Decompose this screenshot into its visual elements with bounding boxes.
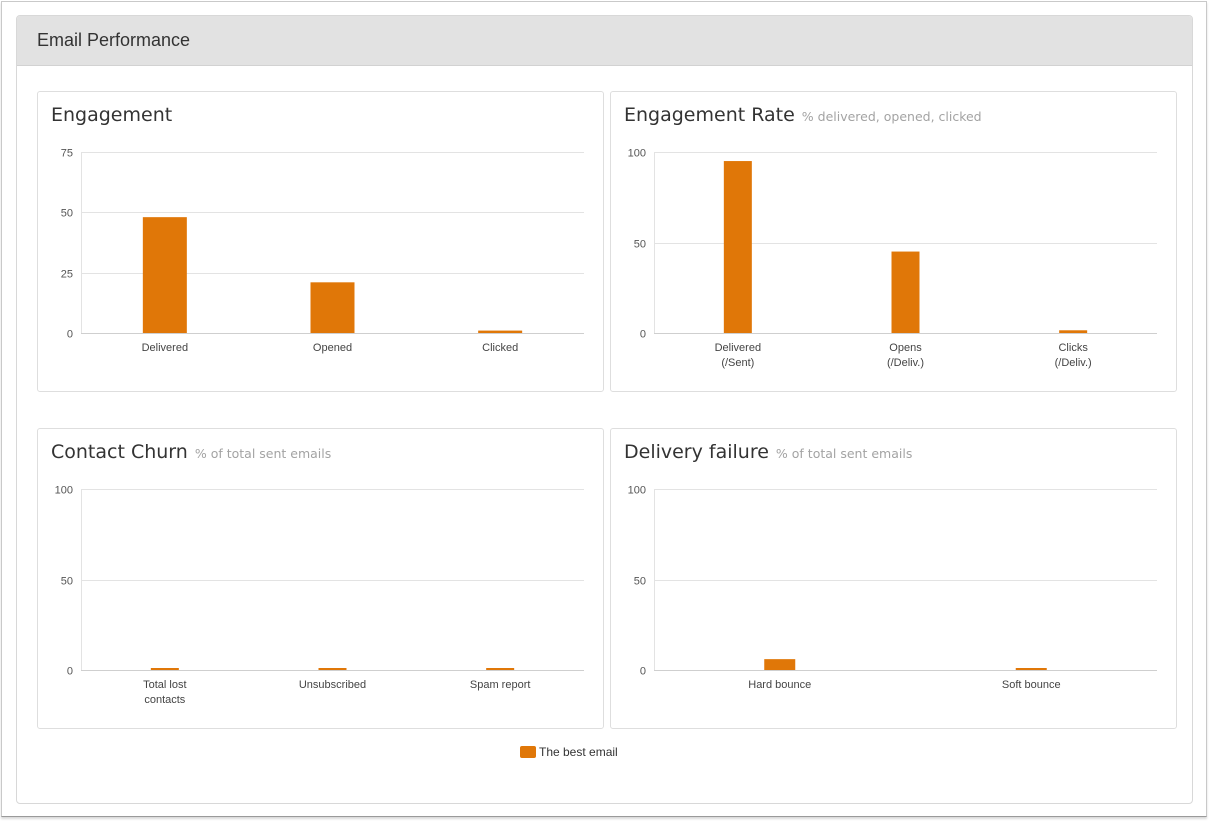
legend-label: The best email — [539, 745, 618, 759]
y-tick-label: 0 — [640, 329, 646, 341]
x-tick-label-line: (/Deliv.) — [887, 357, 924, 369]
bar[interactable] — [142, 217, 187, 333]
panel-header: Email Performance — [17, 16, 1192, 66]
x-tick-label-line: contacts — [144, 694, 185, 706]
bar[interactable] — [310, 282, 355, 333]
x-tick-label-line: Clicks — [1058, 342, 1088, 354]
chart-title-text: Delivery failure — [624, 441, 769, 463]
x-tick-label: Clicks (/Deliv.) — [1055, 342, 1092, 369]
contact-churn-chart-card: Contact Churn % of total sent emails 100 5… — [37, 428, 604, 729]
y-tick-label: 100 — [628, 148, 646, 160]
y-tick-label: 0 — [67, 329, 73, 341]
bar[interactable] — [764, 659, 796, 670]
y-tick-label: 0 — [640, 666, 646, 678]
y-tick-label: 50 — [634, 239, 646, 251]
x-tick-label: Delivered (/Sent) — [715, 342, 761, 369]
x-tick-label: Spam report — [470, 679, 531, 691]
bar[interactable] — [486, 668, 515, 670]
chart-title: Delivery failure % of total sent emails — [624, 441, 912, 463]
y-tick-label: 100 — [55, 485, 73, 497]
engagement-chart-card: Engagement 75 50 25 0 Delivered Opened Clicked — [37, 91, 604, 392]
x-tick-label-line: (/Sent) — [721, 357, 754, 369]
contact-churn-chart: 100 50 0 Total lost contacts Unsubscribed Spam… — [55, 485, 584, 706]
chart-title-text: Contact Churn — [51, 441, 188, 463]
y-tick-label: 50 — [61, 208, 73, 220]
x-tick-label-line: Unsubscribed — [299, 679, 366, 691]
x-tick-label-line: Clicked — [482, 342, 518, 354]
y-tick-label: 50 — [634, 576, 646, 588]
bar[interactable] — [1015, 668, 1047, 670]
chart-title-text: Engagement — [51, 104, 173, 126]
chart-title: Contact Churn % of total sent emails — [51, 441, 331, 463]
chart-subtitle: % of total sent emails — [194, 446, 332, 461]
x-tick-label-line: Hard bounce — [748, 679, 811, 691]
x-tick-label-line: Total lost — [143, 679, 186, 691]
engagement-rate-chart-card: Engagement Rate % delivered, opened, clic… — [610, 91, 1177, 392]
y-tick-label: 0 — [67, 666, 73, 678]
chart-subtitle: % delivered, opened, clicked — [801, 109, 982, 124]
bar[interactable] — [318, 668, 347, 670]
engagement-chart: 75 50 25 0 Delivered Opened Clicked — [61, 148, 584, 354]
delivery-failure-chart-card: Delivery failure % of total sent emails 1… — [610, 428, 1177, 729]
x-tick-label-line: (/Deliv.) — [1055, 357, 1092, 369]
chart-title: Engagement — [51, 104, 179, 126]
bar[interactable] — [723, 161, 752, 333]
bar[interactable] — [150, 668, 179, 670]
x-tick-label-line: Opened — [313, 342, 352, 354]
bar[interactable] — [478, 330, 523, 333]
y-tick-label: 25 — [61, 269, 73, 281]
chart-legend[interactable]: The best email — [520, 745, 618, 759]
delivery-failure-chart: 100 50 0 Hard bounce Soft bounce — [628, 485, 1157, 691]
bar[interactable] — [1059, 330, 1088, 333]
x-tick-label-line: Spam report — [470, 679, 531, 691]
x-tick-label: Clicked — [482, 342, 518, 354]
panel-title: Email Performance — [37, 30, 191, 50]
chart-title: Engagement Rate % delivered, opened, clic… — [624, 104, 982, 126]
x-tick-label: Delivered — [142, 342, 188, 354]
x-tick-label: Opened — [313, 342, 352, 354]
x-tick-label: Opens (/Deliv.) — [887, 342, 924, 369]
chart-subtitle: % of total sent emails — [775, 446, 913, 461]
x-tick-label-line: Delivered — [142, 342, 188, 354]
bar[interactable] — [891, 251, 920, 333]
x-tick-label-line: Delivered — [715, 342, 761, 354]
x-tick-label: Soft bounce — [1002, 679, 1061, 691]
chart-title-text: Engagement Rate — [624, 104, 795, 126]
x-tick-label: Total lost contacts — [143, 679, 186, 706]
x-tick-label: Unsubscribed — [299, 679, 366, 691]
x-tick-label-line: Opens — [889, 342, 922, 354]
legend-swatch — [520, 746, 536, 758]
y-tick-label: 100 — [628, 485, 646, 497]
x-tick-label: Hard bounce — [748, 679, 811, 691]
x-tick-label-line: Soft bounce — [1002, 679, 1061, 691]
y-tick-label: 50 — [61, 576, 73, 588]
y-tick-label: 75 — [61, 148, 73, 160]
